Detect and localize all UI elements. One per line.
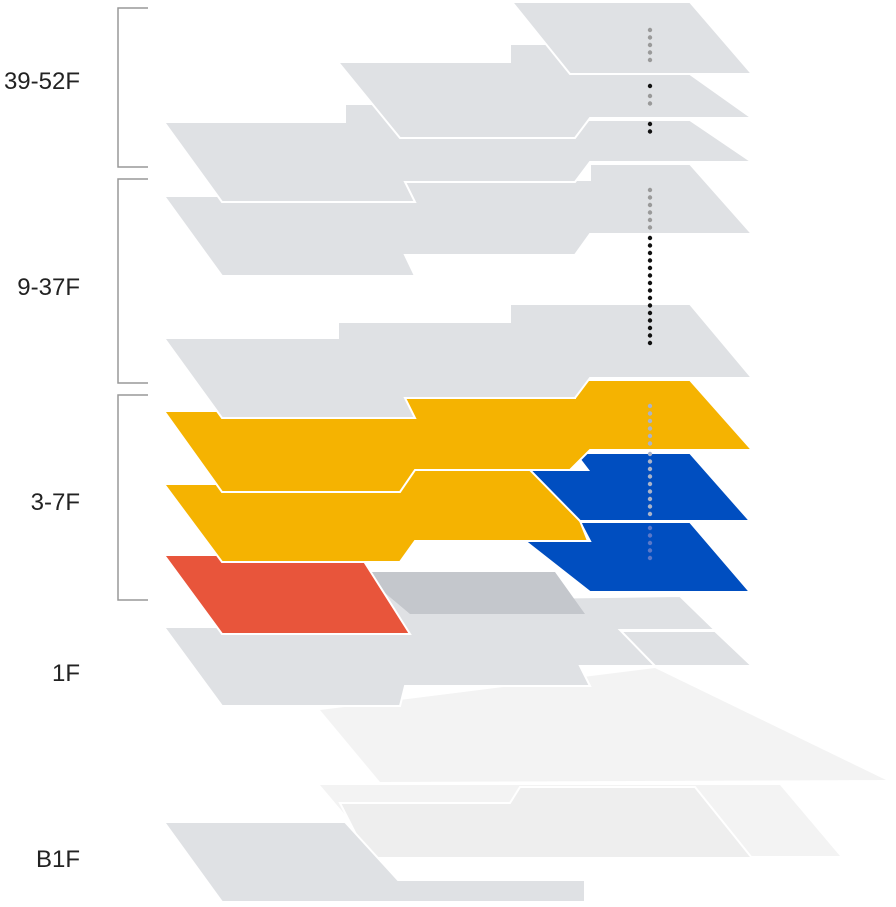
elevator-dot bbox=[647, 418, 653, 424]
label-b1f: B1F bbox=[35, 846, 80, 873]
floor-slab bbox=[162, 103, 756, 203]
elevator-dot bbox=[647, 481, 653, 487]
elevator-dot bbox=[647, 426, 653, 431]
elevator-dot bbox=[647, 121, 653, 127]
elevator-dot bbox=[647, 187, 653, 193]
label-9-37f: 9-37F bbox=[17, 274, 80, 301]
floors-3-7f bbox=[162, 379, 755, 635]
elevator-dot bbox=[647, 217, 653, 223]
elevator-dot bbox=[647, 265, 653, 271]
elevator-dot bbox=[647, 555, 653, 561]
elevator-dot bbox=[647, 318, 653, 323]
elevator-dot bbox=[647, 273, 653, 278]
elevator-dot bbox=[647, 303, 653, 308]
elevator-dot bbox=[647, 195, 653, 200]
elevator-dot bbox=[647, 258, 653, 263]
elevator-dot bbox=[647, 83, 653, 89]
elevator-dot bbox=[647, 540, 653, 546]
elevator-dot bbox=[647, 333, 653, 338]
elevator-dot bbox=[647, 288, 653, 293]
floor-slab bbox=[509, 1, 755, 75]
elevator-dot bbox=[647, 433, 653, 439]
elevator-dot bbox=[647, 489, 653, 494]
elevator-dot bbox=[647, 42, 653, 48]
elevator-dot bbox=[647, 27, 653, 33]
blue-slab bbox=[527, 452, 753, 522]
elevator-dot bbox=[647, 93, 653, 99]
elevator-dot bbox=[647, 310, 653, 316]
elevator-dot bbox=[647, 235, 653, 241]
bracket-3-7f bbox=[117, 394, 148, 601]
elevator-dot bbox=[647, 451, 653, 457]
elevator-dot bbox=[647, 548, 653, 553]
elevator-dot bbox=[647, 441, 653, 446]
bracket-9-37f bbox=[117, 178, 148, 384]
floor-1f bbox=[162, 591, 886, 782]
elevator-dot bbox=[647, 35, 653, 40]
elevator-dot bbox=[647, 101, 653, 106]
elevator-dot bbox=[647, 496, 653, 502]
elevator-dot bbox=[647, 411, 653, 416]
elevator-dot-column bbox=[647, 27, 653, 561]
floors-39-52f bbox=[162, 1, 756, 203]
floor-slab bbox=[162, 303, 755, 419]
floor-b1f bbox=[162, 785, 840, 903]
elevator-dot bbox=[647, 403, 653, 409]
elevator-dot bbox=[647, 50, 653, 55]
elevator-dot bbox=[647, 295, 653, 301]
elevator-dot bbox=[647, 474, 653, 479]
elevator-dot bbox=[647, 202, 653, 208]
elevator-dot bbox=[647, 57, 653, 63]
elevator-dot bbox=[647, 459, 653, 464]
elevator-dot bbox=[647, 225, 653, 230]
elevator-dot bbox=[647, 533, 653, 538]
elevator-dot bbox=[647, 243, 653, 248]
elevator-dot bbox=[647, 325, 653, 331]
elevator-dot bbox=[647, 340, 653, 346]
red-slab bbox=[162, 554, 412, 635]
elevator-dot bbox=[647, 504, 653, 509]
label-3-7f: 3-7F bbox=[30, 489, 80, 516]
elevator-dot bbox=[647, 466, 653, 472]
elevator-dot bbox=[647, 525, 653, 531]
elevator-dot bbox=[647, 250, 653, 256]
elevator-dot bbox=[647, 280, 653, 286]
label-39-52f: 39-52F bbox=[3, 68, 80, 95]
label-1f: 1F bbox=[51, 660, 80, 687]
elevator-dot bbox=[647, 511, 653, 517]
elevator-dot bbox=[647, 129, 653, 134]
floor-slab bbox=[320, 668, 886, 782]
gray-overlay-slab bbox=[360, 572, 585, 614]
bracket-39-52f bbox=[117, 7, 148, 168]
elevator-dot bbox=[647, 210, 653, 215]
